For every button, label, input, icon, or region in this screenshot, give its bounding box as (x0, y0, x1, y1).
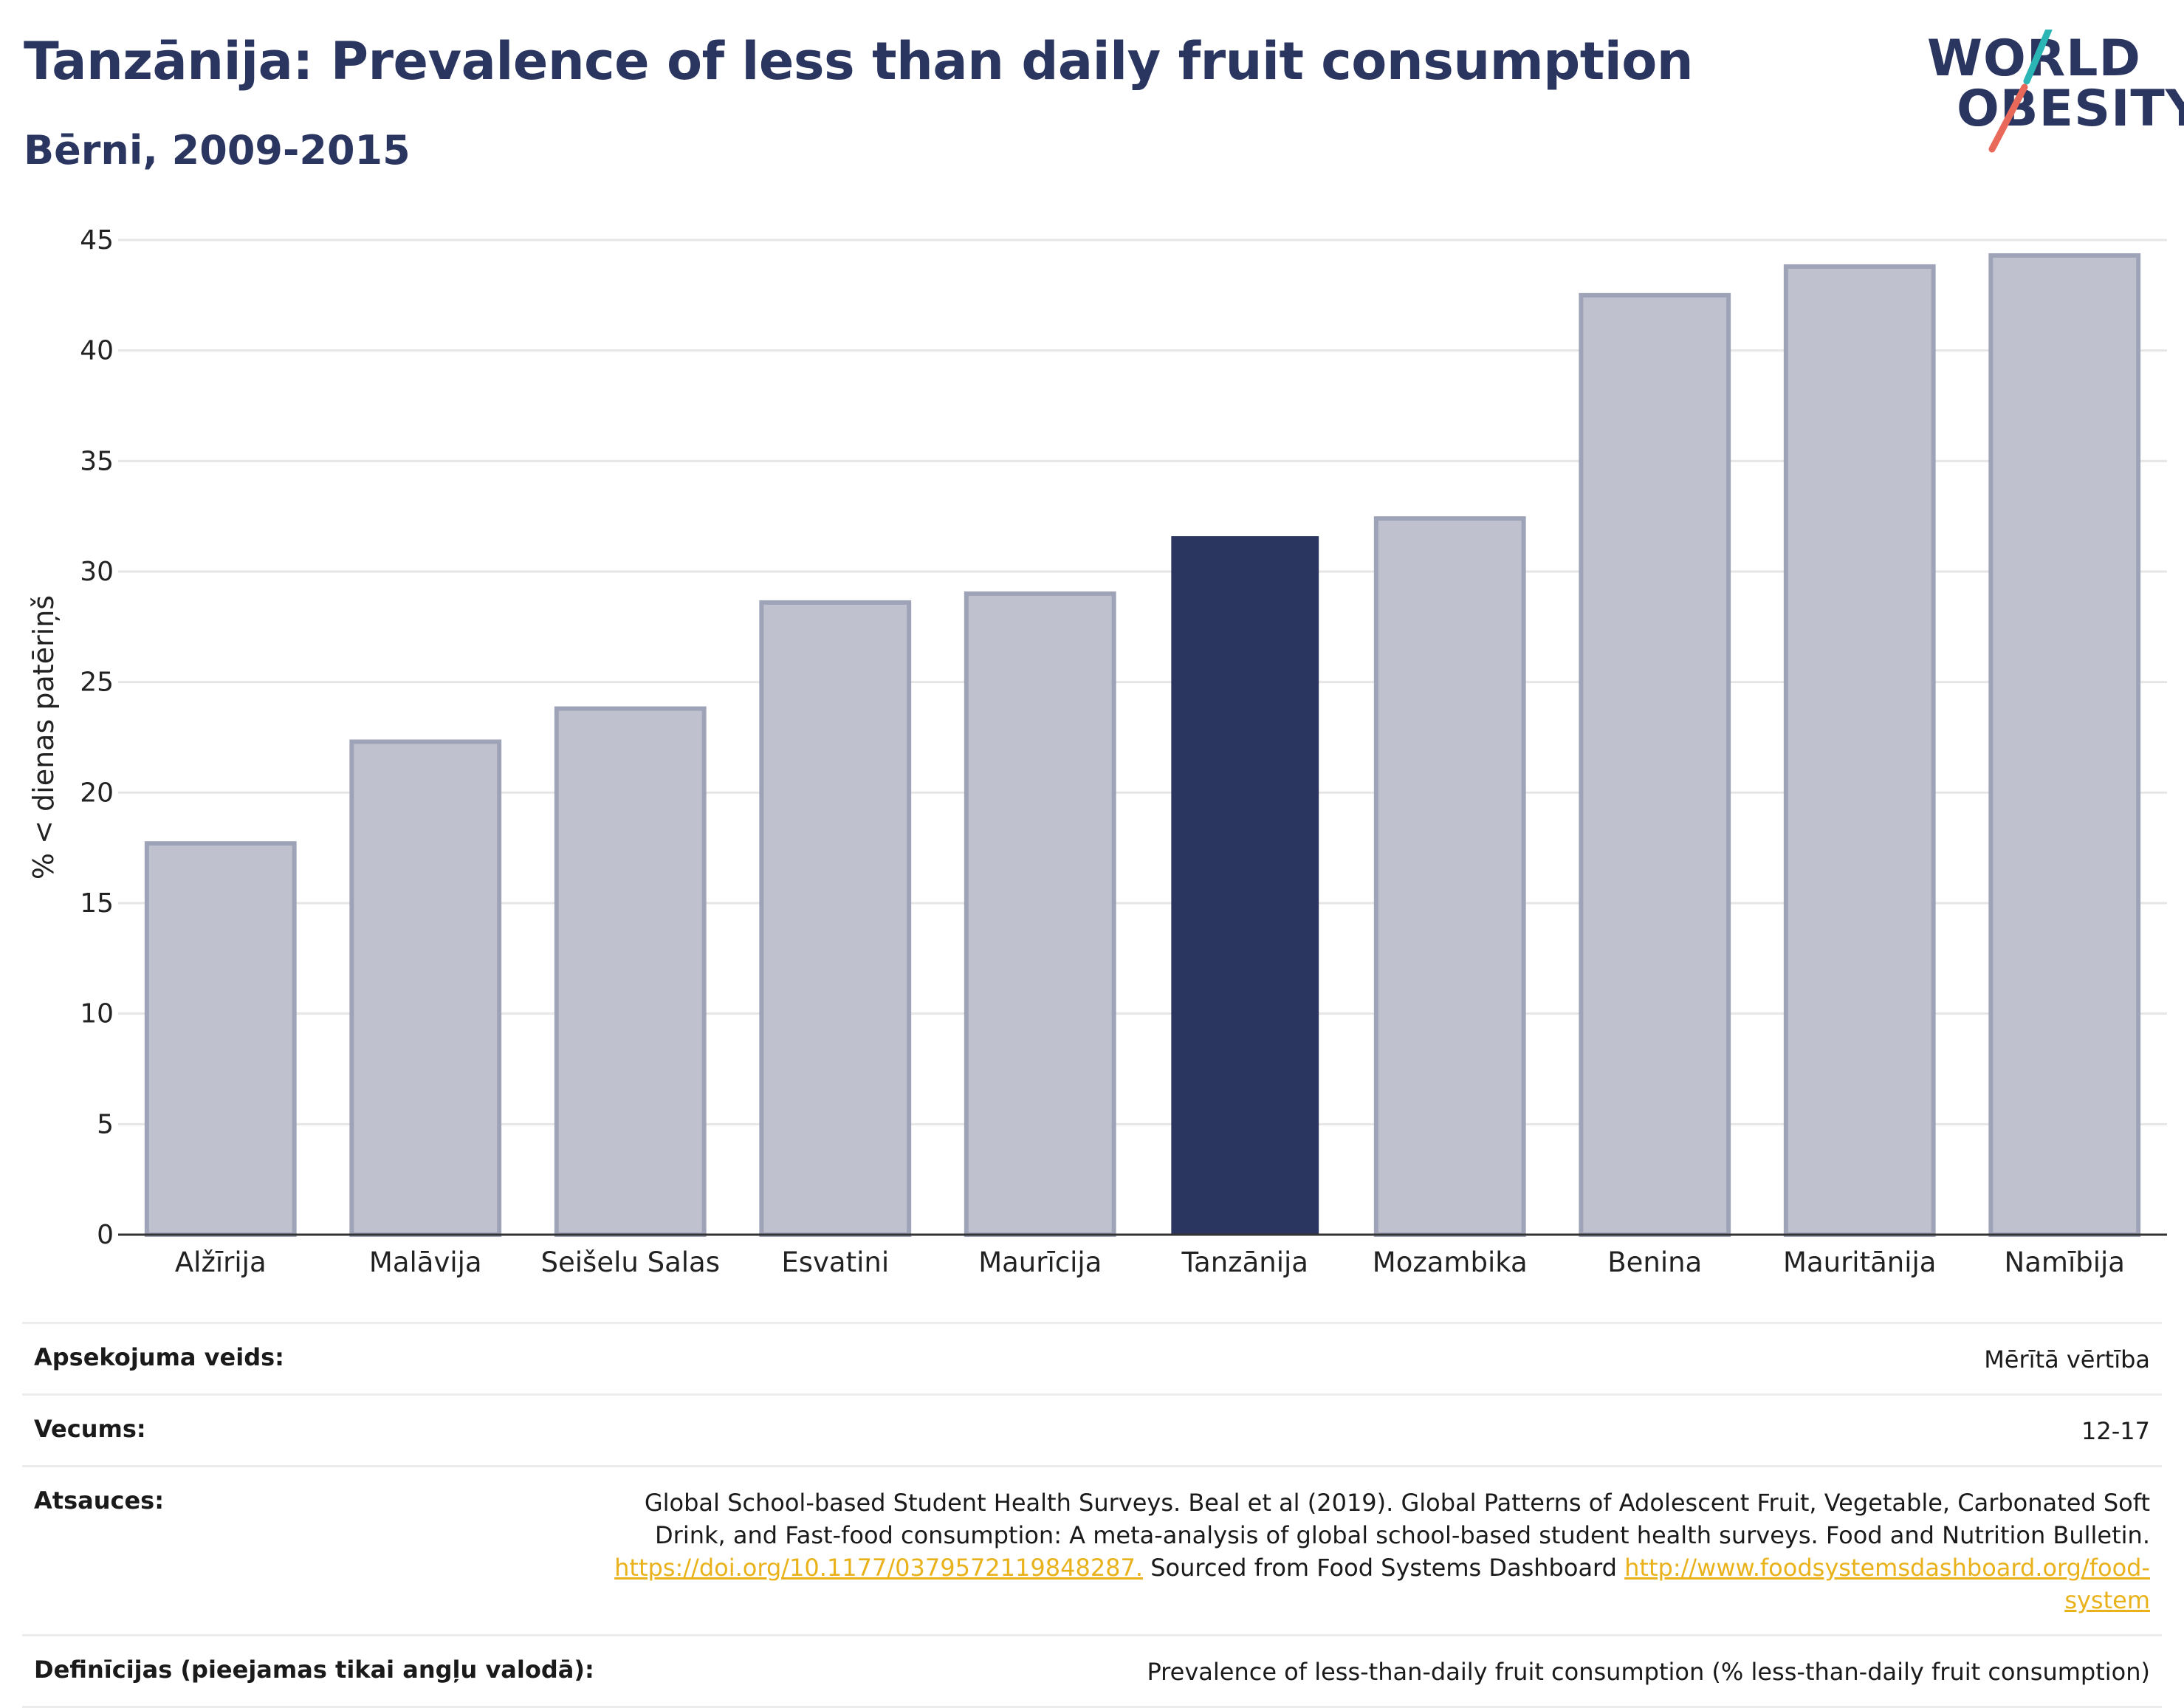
metadata-table: Apsekojuma veids: Mērītā vērtība Vecums:… (22, 1322, 2162, 1708)
age-value: 12-17 (2081, 1417, 2150, 1445)
bar-4 (964, 591, 1116, 1237)
y-tick-label: 25 (80, 668, 114, 698)
x-tick-label: Alžīrija (175, 1246, 267, 1278)
x-tick-label: Malāvija (369, 1246, 482, 1278)
x-tick-label: Namībija (2005, 1246, 2125, 1278)
age-label: Vecums: (34, 1415, 146, 1443)
bar-7 (1579, 292, 1731, 1237)
references-value: Global School-based Student Health Surve… (577, 1486, 2150, 1616)
bar-6 (1373, 516, 1526, 1238)
meta-row-age: Vecums: 12-17 (22, 1393, 2162, 1465)
x-tick-label: Mauritānija (1783, 1246, 1936, 1278)
x-tick-label: Tanzānija (1181, 1246, 1308, 1278)
meta-row-survey-type: Apsekojuma veids: Mērītā vērtība (22, 1322, 2162, 1393)
y-tick-label: 35 (80, 446, 114, 476)
bar-0 (144, 841, 297, 1237)
definitions-value: Prevalence of less-than-daily fruit cons… (1147, 1658, 2150, 1686)
x-tick-label: Esvatini (781, 1246, 889, 1278)
survey-type-label: Apsekojuma veids: (34, 1343, 284, 1371)
bar-9 (1988, 253, 2141, 1237)
bar-8 (1783, 264, 1936, 1237)
logo-slash-icon (1988, 30, 2053, 153)
y-tick-label: 30 (80, 557, 114, 587)
y-axis-label: % < dienas patēriņš (27, 595, 60, 879)
x-tick-label: Mozambika (1373, 1246, 1528, 1278)
meta-row-definitions: Definīcijas (pieejamas tikai angļu valod… (22, 1634, 2162, 1708)
definitions-label: Definīcijas (pieejamas tikai angļu valod… (34, 1656, 594, 1684)
bar-2 (554, 706, 707, 1237)
bar-1 (349, 739, 502, 1237)
y-tick-label: 10 (80, 999, 114, 1029)
world-obesity-logo: WORLD OBESITY (1927, 30, 2184, 155)
references-label: Atsauces: (34, 1486, 164, 1515)
bar-chart: 0 5 10 15 20 25 30 35 40 45 % < dienas patēriņš Alž… (27, 225, 2167, 1278)
y-tick-label: 20 (80, 778, 114, 808)
references-text-1: Global School-based Student Health Surve… (644, 1489, 2150, 1549)
doi-link[interactable]: https://doi.org/10.1177/0379572119848287… (614, 1554, 1144, 1582)
bar-3 (759, 600, 912, 1237)
y-tick-label: 15 (80, 888, 114, 919)
x-tick-label: Maurīcija (978, 1246, 1102, 1278)
y-tick-label: 45 (80, 225, 114, 255)
x-tick-label: Seišelu Salas (541, 1246, 720, 1278)
y-tick-label: 0 (97, 1220, 114, 1250)
y-tick-label: 40 (80, 336, 114, 366)
references-text-2: Sourced from Food Systems Dashboard (1150, 1554, 1617, 1582)
y-tick-label: 5 (97, 1109, 114, 1139)
page-subtitle: Bērni, 2009-2015 (24, 127, 411, 174)
food-systems-dashboard-link[interactable]: http://www.foodsystemsdashboard.org/food… (1624, 1554, 2150, 1614)
meta-row-references: Atsauces: Global School-based Student He… (22, 1465, 2162, 1634)
page-title: Tanzānija: Prevalence of less than daily… (24, 31, 1694, 92)
x-tick-label: Benina (1607, 1246, 1702, 1278)
bar-5 (1171, 536, 1319, 1235)
survey-type-value: Mērītā vērtība (1984, 1345, 2150, 1373)
logo-line-2: OBESITY (1957, 80, 2184, 138)
